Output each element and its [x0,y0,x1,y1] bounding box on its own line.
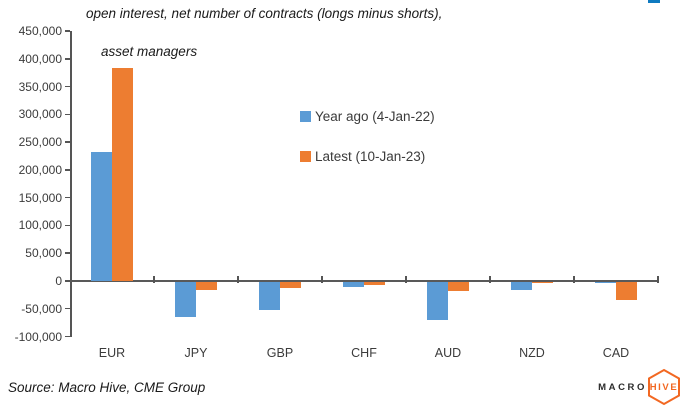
legend-label: Year ago (4-Jan-22) [315,108,435,124]
legend-swatch-blue [300,110,311,122]
bar-chf-latest [364,281,385,286]
y-axis-tick [65,30,70,32]
legend-item-year-ago: Year ago (4-Jan-22) [300,108,435,124]
hexagon-icon: HIVE [646,368,682,406]
x-category-label: AUD [434,346,462,360]
x-category-label: CAD [602,346,630,360]
y-axis-line [70,31,72,337]
chart-legend: Year ago (4-Jan-22) Latest (10-Jan-23) [300,108,435,188]
bar-jpy-latest [196,281,217,291]
y-tick-label: 150,000 [18,190,62,205]
y-tick-label: 250,000 [18,135,62,150]
logo-macro-text: MACRO [598,381,647,393]
bar-gbp-latest [280,281,301,289]
chart-title-line1: open interest, net number of contracts (… [86,6,443,21]
legend-swatch-orange [300,150,311,162]
y-tick-label: 350,000 [18,79,62,94]
x-category-label: JPY [184,346,208,360]
category-boundary-tick [321,275,323,283]
x-category-label: GBP [266,346,294,360]
bar-nzd-year-ago [511,281,532,291]
y-tick-label: 450,000 [18,24,62,38]
bar-chf-year-ago [343,281,364,288]
y-tick-label: -100,000 [14,329,62,344]
y-axis-tick [65,335,70,338]
logo-hive-text: HIVE [649,381,679,393]
bar-aud-latest [448,281,469,291]
category-boundary-tick [573,275,575,283]
y-tick-label: 300,000 [18,107,62,122]
y-tick-label: 200,000 [18,162,62,177]
y-tick-label: 400,000 [18,51,62,66]
y-axis-tick [65,252,70,254]
y-axis-tick [65,58,70,60]
x-category-label: NZD [519,346,545,360]
x-category-label: CHF [351,346,377,360]
source-text: Source: Macro Hive, CME Group [8,380,206,395]
bar-eur-latest [112,68,133,281]
bar-nzd-latest [532,281,553,284]
y-tick-label: 100,000 [18,218,62,233]
category-boundary-tick [489,275,491,283]
y-tick-label: 50,000 [25,246,62,261]
x-category-label: EUR [98,346,126,360]
y-axis-tick [65,307,70,310]
y-tick-label: 0 [55,273,62,288]
y-axis-tick [65,141,70,143]
bar-eur-year-ago [91,151,112,281]
y-axis-tick [65,113,70,116]
bar-cad-latest [616,281,637,300]
category-boundary-tick [405,275,407,283]
y-tick-label: -50,000 [21,301,62,316]
y-axis-tick [65,280,70,282]
bar-jpy-year-ago [175,281,196,318]
category-boundary-tick [153,275,155,283]
x-axis-zero-line [70,280,658,282]
chart-title-line2: asset managers [101,44,198,59]
bar-cad-year-ago [595,281,616,284]
y-axis-tick [65,224,70,227]
category-boundary-tick [237,275,239,283]
bar-gbp-year-ago [259,281,280,310]
category-boundary-tick [657,275,659,283]
y-axis-tick [65,196,70,199]
bar-aud-year-ago [427,281,448,321]
legend-item-latest: Latest (10-Jan-23) [300,148,435,164]
y-axis-tick [65,169,70,171]
macrohive-logo: MACRO HIVE [598,368,682,406]
cropped-blue-mark [648,0,660,3]
y-axis-tick [65,85,70,88]
legend-label: Latest (10-Jan-23) [315,148,426,164]
chart-title: open interest, net number of contracts (… [86,4,442,80]
